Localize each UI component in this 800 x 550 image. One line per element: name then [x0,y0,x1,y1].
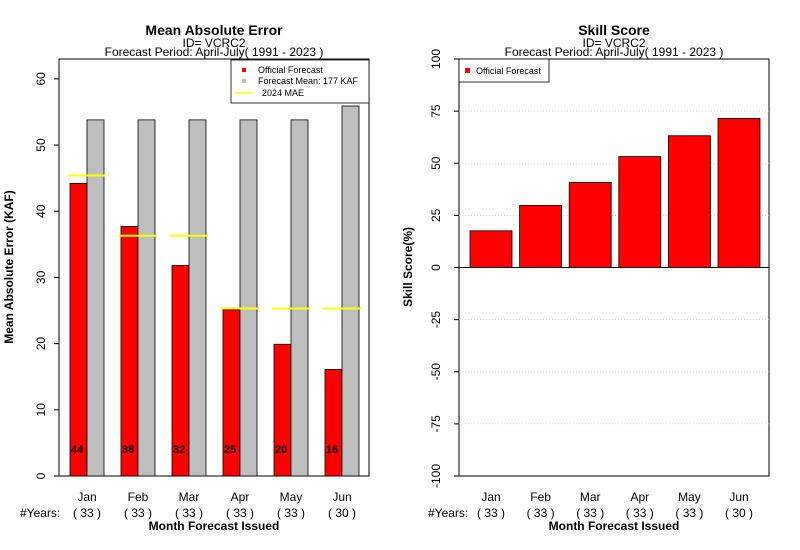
skill-x-tick-label: Jan [481,490,500,504]
skill-x-tick-label: Mar [580,490,601,504]
skill-y-tick-label: 0 [429,264,443,271]
mae-legend-2024-label: 2024 MAE [262,88,304,98]
mae-bar-value-label: 38 [122,444,134,456]
skill-years-value: ( 33 ) [477,506,505,520]
mae-years-value: ( 33 ) [175,506,203,520]
skill-x-axis-label: Month Forecast Issued [549,519,680,533]
mae-y-tick-label: 0 [34,472,48,479]
mae-legend-official-swatch [242,68,246,72]
mae-official-bar [69,183,88,477]
mae-bar-value-label: 44 [71,444,84,456]
skill-y-tick-label: 75 [429,104,443,118]
mae-official-bar [273,343,292,477]
skill-official-bar [618,156,662,268]
mae-bar-value-label: 32 [173,444,185,456]
skill-y-tick-label: 100 [429,49,443,69]
mae-bar-value-label: 25 [224,444,236,456]
mae-years-value: ( 30 ) [328,506,356,520]
mae-x-axis-label: Month Forecast Issued [149,519,280,533]
mae-mean-bar [137,119,156,477]
skill-official-bar [717,118,761,268]
mae-mean-bar [86,119,105,477]
skill-x-tick-label: Feb [530,490,551,504]
mae-legend-mean-swatch [242,79,246,83]
skill-x-tick-label: Apr [630,490,649,504]
mae-y-tick-label: 60 [34,72,48,86]
skill-chart: Skill Score ID= VCRC2 Forecast Period: A… [401,22,770,533]
mae-chart-title: Mean Absolute Error [145,22,283,38]
mae-x-tick-label: Jan [77,490,96,504]
mae-legend-official-label: Official Forecast [258,65,323,75]
skill-chart-subtitle-id: ID= VCRC2 [582,36,645,50]
mae-years-value: ( 33 ) [277,506,305,520]
skill-y-axis-label: Skill Score(%) [401,227,415,307]
skill-y-tick-label: -75 [429,415,443,433]
skill-legend-official-swatch [465,68,470,73]
mae-legend-box [230,59,370,104]
mae-chart-subtitle-period: Forecast Period: April-July( 1991 - 2023… [105,45,324,59]
skill-years-value: ( 33 ) [576,506,604,520]
mae-y-tick-label: 20 [34,337,48,351]
mae-plot-frame [58,58,370,477]
skill-official-bar [568,182,612,268]
skill-years-value: ( 33 ) [527,506,555,520]
mae-years-value: ( 33 ) [226,506,254,520]
mae-y-tick-label: 50 [34,138,48,152]
skill-chart-title: Skill Score [578,22,650,38]
skill-years-value: ( 33 ) [675,506,703,520]
skill-y-tick-label: -50 [429,363,443,381]
mae-x-tick-label: Feb [128,490,149,504]
skill-x-tick-label: Jun [729,490,748,504]
mae-chart-subtitle-id: ID= VCRC2 [182,36,245,50]
mae-mean-bar [290,119,309,477]
skill-years-label: #Years: [428,506,468,520]
mae-y-tick-label: 10 [34,403,48,417]
mae-y-tick-label: 30 [34,270,48,284]
skill-plot-area: -100 -75 -50 -25 0 25 50 75 100 Jan ( 33 ) Feb ( 33 … [429,49,770,520]
skill-chart-subtitle-period: Forecast Period: April-July( 1991 - 2023… [505,45,724,59]
mae-years-value: ( 33 ) [124,506,152,520]
mae-y-axis-label: Mean Absolute Error (KAF) [2,190,16,344]
mae-x-tick-label: Apr [231,490,250,504]
skill-official-bar [519,204,562,268]
skill-y-tick-label: -100 [429,464,443,488]
mae-legend-mean-label: Forecast Mean: 177 KAF [258,76,359,86]
mae-mean-bar [341,105,360,477]
skill-years-value: ( 30 ) [725,506,753,520]
mae-chart: Mean Absolute Error ID= VCRC2 Forecast P… [2,22,370,533]
skill-legend-official-label: Official Forecast [476,66,541,76]
mae-years-label: #Years: [20,506,60,520]
mae-official-bar [324,369,343,477]
mae-bar-value-label: 20 [275,444,287,456]
skill-years-value: ( 33 ) [626,506,654,520]
mae-x-tick-label: May [280,490,303,504]
skill-x-tick-label: May [678,490,701,504]
mae-x-tick-label: Jun [332,490,351,504]
mae-bar-value-label: 16 [326,444,338,456]
skill-y-tick-label: -25 [429,311,443,329]
mae-x-tick-label: Mar [179,490,200,504]
mae-plot-area: 0 10 20 30 40 50 60 44 Jan ( 33 ) 38 Feb ( 33 ) 32 Mar… [34,58,370,520]
mae-official-bar [120,226,139,477]
mae-mean-bar [239,119,258,477]
skill-y-tick-label: 25 [429,208,443,222]
skill-legend-box [458,58,550,83]
skill-y-tick-label: 50 [429,156,443,170]
skill-official-bar [668,135,711,268]
mae-mean-bar [188,119,207,477]
mae-years-value: ( 33 ) [73,506,101,520]
skill-official-bar [469,230,513,268]
mae-y-tick-label: 40 [34,204,48,218]
